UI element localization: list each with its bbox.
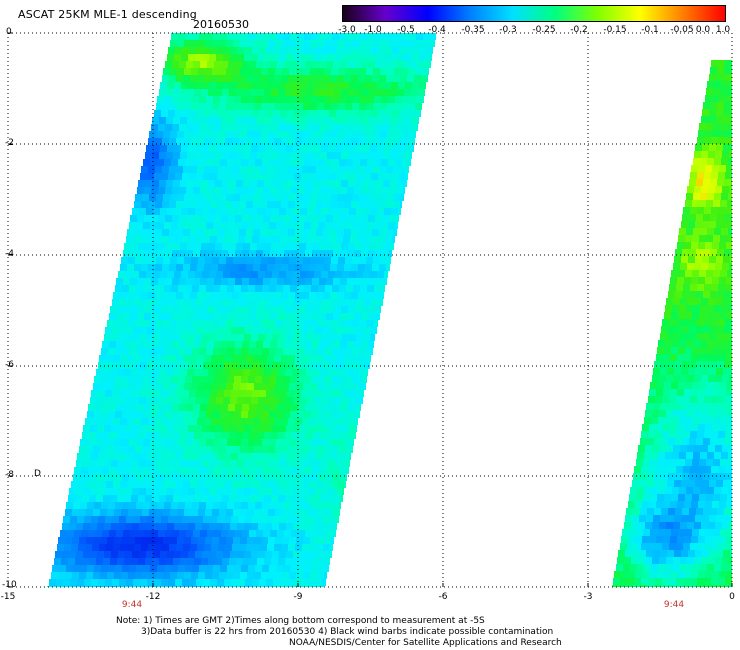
- small-mark: D: [34, 469, 41, 479]
- y-tick-label: -4: [5, 249, 14, 259]
- colorbar-tick-label: -1.0: [364, 25, 382, 35]
- colorbar-tick-label: 1.0: [715, 25, 731, 35]
- map-plot: [7, 32, 733, 588]
- colorbar-tick-label: -3.0: [338, 25, 356, 35]
- colorbar-tick-label: 0.0: [695, 25, 711, 35]
- y-tick-label: -8: [5, 470, 14, 480]
- colorbar-tick-label: -0.15: [603, 25, 627, 35]
- x-tick-label: 0: [729, 592, 735, 602]
- y-tick-label: -10: [2, 580, 17, 590]
- colorbar: [342, 5, 726, 22]
- product-date: 20160530: [193, 18, 249, 31]
- x-tick-label: -12: [145, 592, 161, 602]
- colorbar-tick-label: -0.05: [670, 25, 694, 35]
- y-tick-label: 0: [6, 27, 12, 37]
- colorbar-tick-label: -0.2: [570, 25, 588, 35]
- colorbar-tick-label: -0.5: [397, 25, 415, 35]
- y-tick-label: -2: [5, 138, 14, 148]
- x-tick-label: -15: [0, 592, 16, 602]
- product-title: ASCAT 25KM MLE-1 descending: [18, 8, 197, 21]
- colorbar-tick-label: -0.3: [499, 25, 517, 35]
- colorbar-labels: -3.0 -1.0 -0.5 -0.4 -0.35 -0.3 -0.25 -0.…: [330, 25, 735, 37]
- note-line-2: 3)Data buffer is 22 hrs from 20160530 4)…: [141, 627, 554, 637]
- x-tick-label: -9: [293, 592, 303, 602]
- colorbar-tick-label: -0.1: [641, 25, 659, 35]
- note-line-1: Note: 1) Times are GMT 2)Times along bot…: [116, 616, 485, 626]
- x-tick-label: -3: [583, 592, 593, 602]
- note-line-3: NOAA/NESDIS/Center for Satellite Applica…: [289, 638, 562, 648]
- x-tick-label: -6: [438, 592, 448, 602]
- colorbar-tick-label: -0.4: [428, 25, 446, 35]
- y-tick-label: -6: [5, 360, 14, 370]
- swath-time-left: 9:44: [121, 600, 143, 610]
- colorbar-tick-label: -0.35: [461, 25, 485, 35]
- swath-time-right: 9:44: [663, 600, 685, 610]
- colorbar-tick-label: -0.25: [532, 25, 556, 35]
